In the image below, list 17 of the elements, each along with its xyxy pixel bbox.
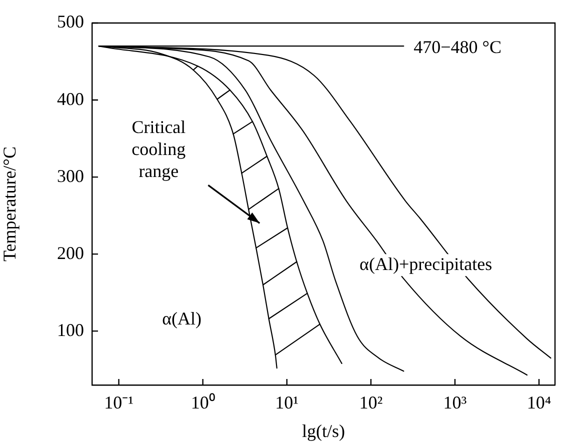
y-tick-label: 300 [57,166,84,186]
y-tick-label: 400 [57,88,84,109]
x-axis-title: lg(t/s) [302,420,345,441]
y-tick-label: 100 [57,320,84,340]
annotation: Critical cooling range [132,116,186,181]
x-tick-label: 10⁻¹ [104,392,134,413]
x-tick-label: 10⁴ [526,392,552,413]
annotation: α(Al)+precipitates [360,254,492,274]
annotation: 470−480 °C [414,36,502,57]
x-tick-label: 10¹ [275,392,299,413]
y-tick-label: 500 [57,12,84,32]
annotation: α(Al) [162,308,202,329]
x-tick-label: 10² [359,392,383,413]
y-tick-label: 200 [57,242,84,263]
x-tick-label: 10³ [443,392,468,413]
y-axis-title: Temperature/°C [0,146,20,262]
x-tick-label: 10⁰ [190,392,215,413]
